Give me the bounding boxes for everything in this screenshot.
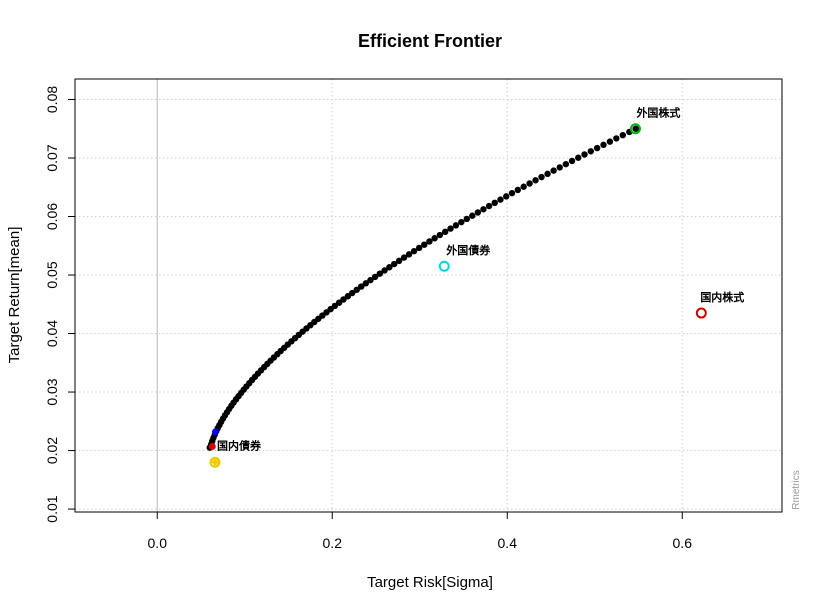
frontier-point-93 xyxy=(593,144,601,152)
frontier-point-57 xyxy=(391,260,398,268)
frontier-point-74 xyxy=(480,206,487,213)
frontier-point-52 xyxy=(367,276,374,284)
frontier-point-91 xyxy=(581,151,588,158)
frontier-point-53 xyxy=(371,273,379,281)
asset-marker-2 xyxy=(695,307,707,319)
special-point-minimum-variance xyxy=(208,443,216,450)
frontier-point-77 xyxy=(497,196,504,203)
frontier-point-89 xyxy=(568,157,576,165)
frontier-point-94 xyxy=(600,141,607,149)
x-tick-label-1: 0.2 xyxy=(323,535,343,551)
frontier-point-90 xyxy=(575,154,582,161)
x-tick-label-3: 0.6 xyxy=(673,535,693,551)
asset-marker-core-3 xyxy=(632,125,639,132)
frontier-point-62 xyxy=(415,244,423,252)
frontier-point-48 xyxy=(349,289,356,297)
y-axis-label: Target Return[mean] xyxy=(6,227,23,364)
frontier-point-50 xyxy=(358,283,365,290)
y-tick-label-6: 0.07 xyxy=(44,144,60,171)
frontier-point-75 xyxy=(485,202,493,210)
y-tick-label-4: 0.05 xyxy=(44,261,60,288)
plot-frame xyxy=(74,78,783,513)
frontier-point-46 xyxy=(340,296,347,303)
frontier-point-73 xyxy=(474,209,482,216)
frontier-point-64 xyxy=(426,238,433,245)
frontier-point-54 xyxy=(376,270,384,277)
frontier-series xyxy=(206,125,640,451)
frontier-point-70 xyxy=(458,218,465,226)
x-axis: 0.0 0.2 0.4 0.6 xyxy=(148,512,693,551)
frontier-point-47 xyxy=(344,293,352,300)
frontier-point-82 xyxy=(526,180,533,187)
watermark-text: Rmetrics xyxy=(791,470,802,509)
chart-title: Efficient Frontier xyxy=(358,31,502,51)
frontier-point-60 xyxy=(405,251,413,258)
special-point-tangency xyxy=(212,428,219,436)
asset-marker-0 xyxy=(209,456,221,468)
frontier-point-56 xyxy=(386,264,393,271)
frontier-point-58 xyxy=(395,257,403,265)
asset-label-2: 国内株式 xyxy=(700,290,744,304)
frontier-point-97 xyxy=(619,131,627,139)
frontier-point-87 xyxy=(556,164,563,171)
frontier-point-88 xyxy=(562,160,570,168)
frontier-point-80 xyxy=(514,186,522,194)
y-tick-label-2: 0.03 xyxy=(44,378,60,405)
y-tick-label-1: 0.02 xyxy=(44,437,60,464)
frontier-point-66 xyxy=(436,231,444,239)
x-tick-label-0: 0.0 xyxy=(148,535,168,551)
y-tick-label-0: 0.01 xyxy=(44,495,60,522)
frontier-point-63 xyxy=(421,241,428,248)
x-tick-label-2: 0.4 xyxy=(498,535,518,551)
asset-marker-1 xyxy=(438,260,450,272)
asset-label-3: 外国株式 xyxy=(635,106,680,120)
asset-label-0: 国内債券 xyxy=(217,438,262,452)
frontier-point-68 xyxy=(447,225,454,232)
frontier-point-51 xyxy=(362,280,370,287)
asset-marker-3 xyxy=(629,123,641,135)
special-points xyxy=(208,428,219,466)
frontier-point-78 xyxy=(503,193,510,200)
frontier-point-59 xyxy=(400,254,408,261)
frontier-point-67 xyxy=(442,228,449,236)
frontier-point-92 xyxy=(587,148,595,155)
frontier-point-69 xyxy=(452,222,460,229)
frontier-point-85 xyxy=(544,170,551,178)
grid xyxy=(75,79,782,512)
frontier-point-61 xyxy=(410,247,418,255)
y-tick-label-3: 0.04 xyxy=(44,320,60,347)
frontier-point-86 xyxy=(550,167,557,174)
frontier-point-55 xyxy=(381,267,388,274)
y-tick-label-5: 0.06 xyxy=(44,203,60,230)
frontier-point-72 xyxy=(469,212,476,219)
y-tick-label-7: 0.08 xyxy=(44,86,60,113)
x-axis-label: Target Risk[Sigma] xyxy=(367,574,493,591)
frontier-point-79 xyxy=(508,189,516,197)
frontier-point-95 xyxy=(606,138,614,145)
frontier-point-96 xyxy=(613,135,620,142)
frontier-point-65 xyxy=(431,235,438,242)
y-axis: 0.01 0.02 0.03 0.04 0.05 0.06 0.07 0.08 xyxy=(44,86,75,523)
frontier-point-71 xyxy=(463,215,471,223)
frontier-point-49 xyxy=(353,286,360,293)
frontier-point-83 xyxy=(532,177,539,184)
frontier-point-76 xyxy=(491,199,498,207)
frontier-point-81 xyxy=(520,183,527,190)
asset-label-1: 外国債券 xyxy=(445,243,491,257)
frontier-point-84 xyxy=(538,173,545,181)
